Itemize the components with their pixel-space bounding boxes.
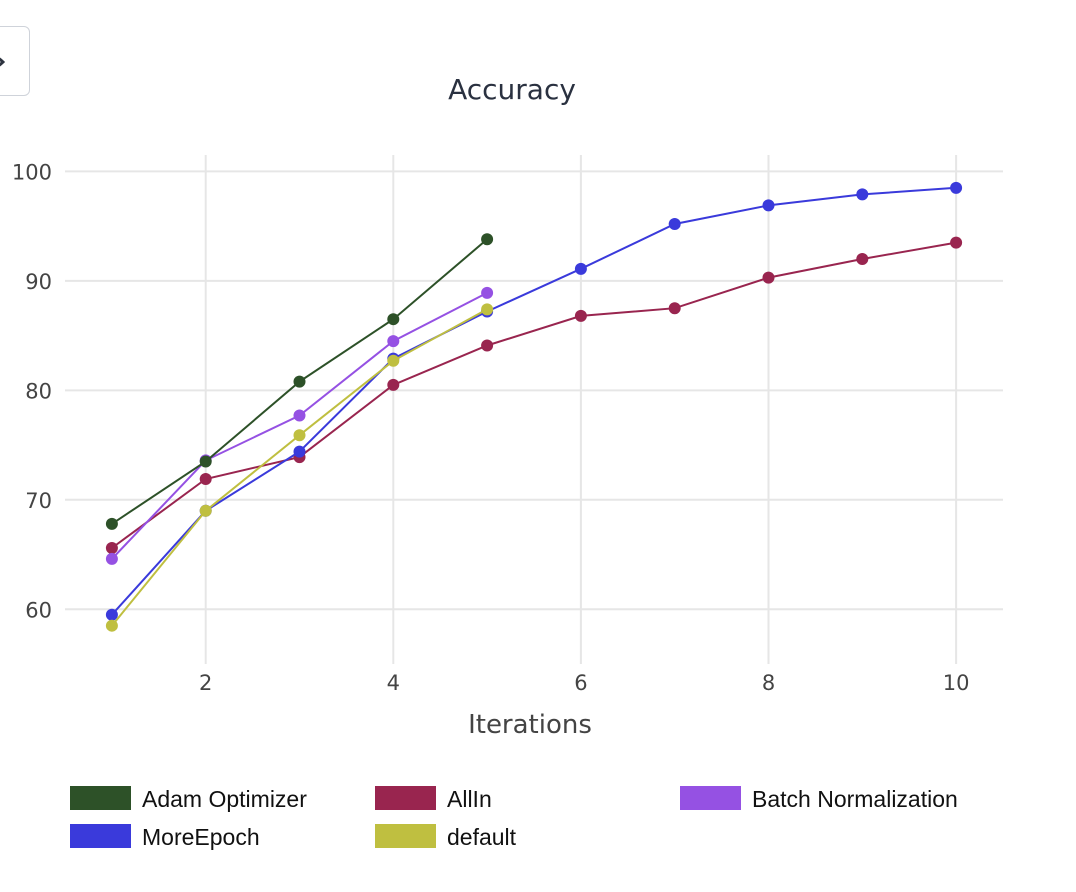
x-axis-ticks: 2 4 6 8 10 <box>199 671 969 695</box>
x-tick-label: 2 <box>199 671 212 695</box>
legend-label: default <box>447 824 517 850</box>
data-point-default[interactable] <box>387 354 400 367</box>
series-allin <box>105 236 963 554</box>
legend-label: MoreEpoch <box>142 824 260 850</box>
y-tick-label: 60 <box>25 598 52 622</box>
data-point-allin[interactable] <box>574 309 587 322</box>
legend-swatch <box>375 786 436 810</box>
legend-swatch <box>70 824 131 848</box>
eye-icon <box>0 57 6 67</box>
data-point-allin[interactable] <box>762 271 775 284</box>
data-point-default[interactable] <box>481 303 494 316</box>
data-point-adam-optimizer[interactable] <box>293 375 306 388</box>
legend: Adam Optimizer AllIn Batch Normalization Mo… <box>70 786 958 850</box>
legend-label: Batch Normalization <box>752 786 958 812</box>
data-point-batch-normalization[interactable] <box>293 409 306 422</box>
chart-title: Accuracy <box>448 73 576 106</box>
x-tick-label: 10 <box>943 671 970 695</box>
data-point-moreepoch[interactable] <box>293 445 306 458</box>
plot-area <box>105 181 963 632</box>
data-point-default[interactable] <box>199 504 212 517</box>
legend-swatch <box>680 786 741 810</box>
y-tick-label: 100 <box>12 160 52 184</box>
series-default <box>105 303 494 632</box>
series-moreepoch <box>105 181 963 621</box>
grid-lines <box>65 155 1003 664</box>
data-point-allin[interactable] <box>856 252 869 265</box>
x-axis-title: Iterations <box>468 710 592 740</box>
legend-swatch <box>375 824 436 848</box>
y-tick-label: 90 <box>25 270 52 294</box>
data-point-adam-optimizer[interactable] <box>199 455 212 468</box>
series-line-batch-normalization <box>111 292 488 560</box>
data-point-batch-normalization[interactable] <box>387 335 400 348</box>
data-point-batch-normalization[interactable] <box>481 286 494 299</box>
series-adam-optimizer <box>105 233 494 530</box>
legend-item-moreepoch[interactable]: MoreEpoch <box>70 824 260 850</box>
data-point-default[interactable] <box>105 619 118 632</box>
data-point-allin[interactable] <box>199 473 212 486</box>
data-point-moreepoch[interactable] <box>105 608 118 621</box>
series-line-allin <box>111 241 957 549</box>
y-axis-ticks: 60 70 80 90 100 <box>12 160 52 622</box>
data-point-moreepoch[interactable] <box>762 199 775 212</box>
series-line-moreepoch <box>111 186 957 616</box>
data-point-adam-optimizer[interactable] <box>387 313 400 326</box>
data-point-default[interactable] <box>293 429 306 442</box>
data-point-allin[interactable] <box>950 236 963 249</box>
data-point-allin[interactable] <box>105 541 118 554</box>
y-tick-label: 70 <box>25 489 52 513</box>
x-tick-label: 8 <box>762 671 775 695</box>
y-tick-label: 80 <box>25 379 52 403</box>
x-tick-label: 6 <box>574 671 587 695</box>
data-point-moreepoch[interactable] <box>574 262 587 275</box>
legend-item-default[interactable]: default <box>375 824 517 850</box>
data-point-moreepoch[interactable] <box>668 217 681 230</box>
legend-swatch <box>70 786 131 810</box>
legend-label: AllIn <box>447 786 492 812</box>
data-point-batch-normalization[interactable] <box>105 552 118 565</box>
legend-label: Adam Optimizer <box>142 786 307 812</box>
legend-item-batch-normalization[interactable]: Batch Normalization <box>680 786 958 812</box>
series-line-default <box>111 308 488 627</box>
data-point-allin[interactable] <box>387 378 400 391</box>
legend-item-adam-optimizer[interactable]: Adam Optimizer <box>70 786 307 812</box>
legend-item-allin[interactable]: AllIn <box>375 786 492 812</box>
data-point-adam-optimizer[interactable] <box>105 517 118 530</box>
x-tick-label: 4 <box>387 671 400 695</box>
data-point-allin[interactable] <box>668 302 681 315</box>
series-batch-normalization <box>105 286 494 565</box>
view-toggle-button[interactable] <box>0 26 30 96</box>
data-point-allin[interactable] <box>481 339 494 352</box>
data-point-adam-optimizer[interactable] <box>481 233 494 246</box>
data-point-moreepoch[interactable] <box>856 188 869 201</box>
data-point-moreepoch[interactable] <box>950 181 963 194</box>
